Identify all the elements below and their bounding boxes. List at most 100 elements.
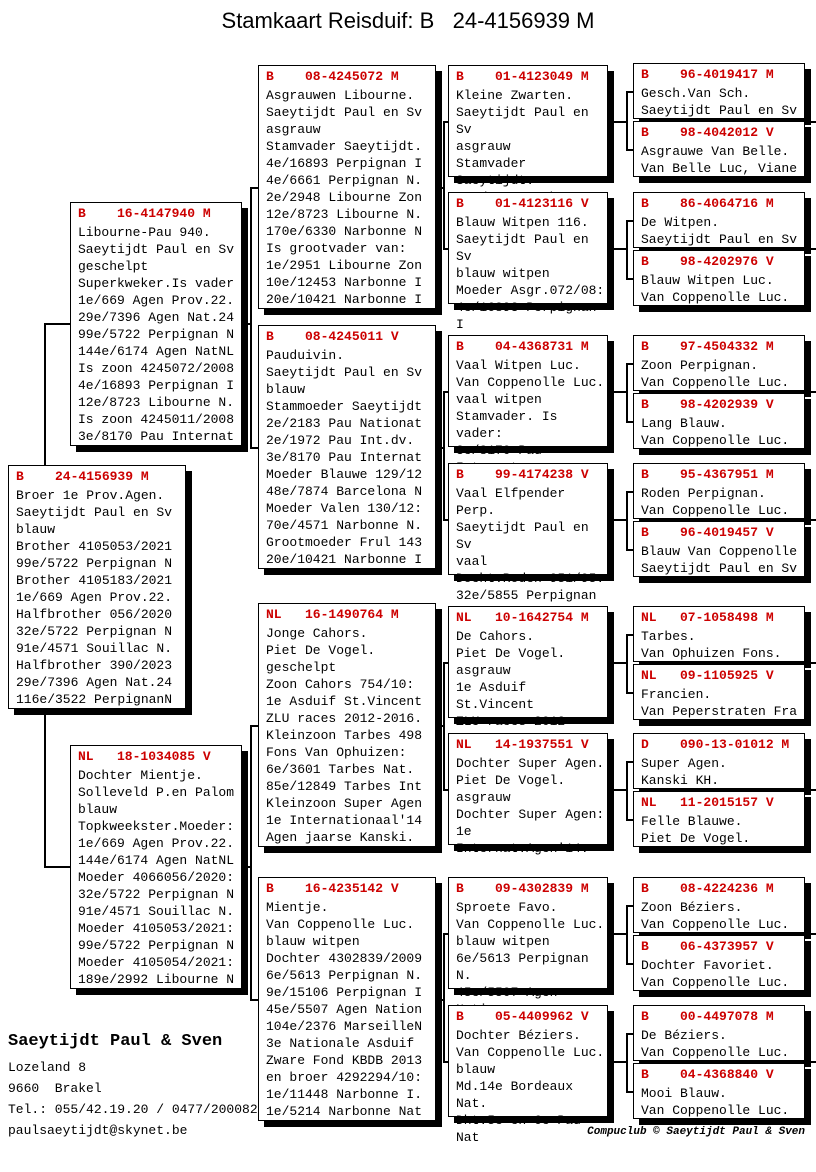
ring-number: B 04-4368840 V: [641, 1067, 774, 1082]
page-title: Stamkaart Reisduif: B 24-4156939 M: [221, 8, 595, 33]
connector-line: [608, 662, 628, 664]
connector-line: [626, 491, 628, 551]
ring-number: NL 07-1058498 M: [641, 610, 774, 625]
connector-line: [805, 248, 816, 250]
pedigree-box-father: B 16-4147940 M Libourne-Pau 940. Saeytij…: [70, 202, 242, 446]
connector-line: [805, 519, 816, 521]
footer-credit: Compuclub © Saeytijdt Paul & Sven: [587, 1126, 805, 1138]
ring-number: B 86-4064716 M: [641, 196, 774, 211]
pedigree-box-subject: B 24-4156939 M Broer 1e Prov.Agen. Saeyt…: [8, 465, 186, 709]
connector-line: [608, 933, 628, 935]
ring-number: NL 10-1642754 M: [456, 610, 589, 625]
ring-number: B 99-4174238 V: [456, 467, 589, 482]
connector-line: [250, 447, 258, 449]
ring-number: B 05-4409962 V: [456, 1009, 589, 1024]
pedigree-box-gggp-6: B 98-4202939 V Lang Blauw. Van Coppenoll…: [633, 393, 805, 449]
connector-line: [250, 725, 252, 1001]
connector-line: [242, 323, 252, 325]
pedigree-text: Super Agen. Kanski KH.: [641, 756, 727, 788]
connector-line: [443, 662, 445, 791]
connector-line: [626, 91, 633, 93]
pedigree-box-gggp-2: B 98-4042012 V Asgrauwe Van Belle. Van B…: [633, 121, 805, 177]
connector-line: [250, 999, 258, 1001]
connector-line: [805, 121, 816, 123]
connector-line: [626, 363, 633, 365]
pedigree-text: Dochter Super Agen. Piet De Vogel. asgra…: [456, 756, 605, 856]
pedigree-box-gggp-4: B 98-4202976 V Blauw Witpen Luc. Van Cop…: [633, 250, 805, 306]
pedigree-box-ggp-1: B 01-4123049 M Kleine Zwarten. Saeytijdt…: [448, 65, 608, 222]
connector-line: [436, 725, 445, 727]
ring-number: D 090-13-01012 M: [641, 737, 790, 752]
ring-number: B 97-4504332 M: [641, 339, 774, 354]
pedigree-text: Lang Blauw. Van Coppenolle Luc.: [641, 416, 790, 448]
connector-line: [626, 761, 628, 821]
connector-line: [443, 391, 448, 393]
connector-line: [626, 1033, 633, 1035]
connector-line: [443, 121, 445, 250]
pedigree-text: Sproete Favo. Van Coppenolle Luc. blauw …: [456, 900, 605, 1017]
pedigree-box-gggp-16: B 04-4368840 V Mooi Blauw. Van Coppenoll…: [633, 1063, 805, 1119]
pedigree-text: De Béziers. Van Coppenolle Luc.: [641, 1028, 790, 1060]
pedigree-box-grandparent-3: NL 16-1490764 M Jonge Cahors. Piet De Vo…: [258, 603, 436, 847]
connector-line: [443, 391, 445, 521]
connector-line: [608, 1061, 628, 1063]
ring-number: B 00-4497078 M: [641, 1009, 774, 1024]
pedigree-text: Blauw Witpen 116. Saeytijdt Paul en Sv b…: [456, 215, 605, 332]
ring-number: B 16-4147940 M: [78, 206, 211, 221]
ring-number: B 09-4302839 M: [456, 881, 589, 896]
connector-line: [626, 491, 633, 493]
connector-line: [608, 519, 628, 521]
pedigree-text: Tarbes. Van Ophuizen Fons.: [641, 629, 782, 661]
pedigree-box-ggp-7: B 09-4302839 M Sproete Favo. Van Coppeno…: [448, 877, 608, 1017]
owner-address: Lozeland 8 9660 Brakel Tel.: 055/42.19.2…: [8, 1060, 258, 1138]
connector-line: [242, 866, 252, 868]
pedigree-text: Pauduivin. Saeytijdt Paul en Sv blauw St…: [266, 348, 423, 567]
connector-line: [443, 1061, 448, 1063]
ring-number: B 98-4202939 V: [641, 397, 774, 412]
pedigree-text: Dochter Mientje. Solleveld P.en Palom bl…: [78, 768, 235, 987]
pedigree-box-grandparent-1: B 08-4245072 M Asgrauwen Libourne. Saeyt…: [258, 65, 436, 309]
pedigree-box-gggp-1: B 96-4019417 M Gesch.Van Sch. Saeytijdt …: [633, 63, 805, 119]
connector-line: [626, 91, 628, 151]
pedigree-text: Blauw Witpen Luc. Van Coppenolle Luc.: [641, 273, 790, 305]
ring-number: B 96-4019457 V: [641, 525, 774, 540]
ring-number: NL 14-1937551 V: [456, 737, 589, 752]
connector-line: [44, 323, 46, 467]
connector-line: [436, 187, 445, 189]
pedigree-box-gggp-11: D 090-13-01012 M Super Agen. Kanski KH.: [633, 733, 805, 789]
connector-line: [626, 963, 633, 965]
pedigree-box-gggp-3: B 86-4064716 M De Witpen. Saeytijdt Paul…: [633, 192, 805, 248]
pedigree-text: Dochter Béziers. Van Coppenolle Luc. bla…: [456, 1028, 605, 1145]
connector-line: [626, 634, 633, 636]
pedigree-box-gggp-14: B 06-4373957 V Dochter Favoriet. Van Cop…: [633, 935, 805, 991]
pedigree-box-grandparent-2: B 08-4245011 V Pauduivin. Saeytijdt Paul…: [258, 325, 436, 569]
ring-number: NL 16-1490764 M: [266, 607, 399, 622]
connector-line: [805, 933, 816, 935]
pedigree-text: Zoon Béziers. Van Coppenolle Luc.: [641, 900, 790, 932]
ring-number: B 04-4368731 M: [456, 339, 589, 354]
connector-line: [626, 549, 633, 551]
ring-number: B 01-4123116 V: [456, 196, 589, 211]
connector-line: [250, 187, 252, 449]
pedigree-text: Zoon Perpignan. Van Coppenolle Luc.: [641, 358, 790, 390]
pedigree-box-gggp-7: B 95-4367951 M Roden Perpignan. Van Copp…: [633, 463, 805, 519]
connector-line: [805, 662, 816, 664]
connector-line: [436, 447, 445, 449]
connector-line: [626, 1033, 628, 1093]
connector-line: [805, 391, 816, 393]
pedigree-text: Dochter Favoriet. Van Coppenolle Luc.: [641, 958, 790, 990]
pedigree-box-ggp-5: NL 10-1642754 M De Cahors. Piet De Vogel…: [448, 606, 608, 746]
connector-line: [443, 519, 448, 521]
connector-line: [626, 692, 633, 694]
pedigree-box-ggp-4: B 99-4174238 V Vaal Elfpender Perp. Saey…: [448, 463, 608, 620]
connector-line: [608, 248, 628, 250]
pedigree-box-gggp-9: NL 07-1058498 M Tarbes. Van Ophuizen Fon…: [633, 606, 805, 662]
connector-line: [626, 819, 633, 821]
ring-number: B 08-4245072 M: [266, 69, 399, 84]
connector-line: [626, 220, 628, 280]
ring-number: NL 18-1034085 V: [78, 749, 211, 764]
pedigree-text: Jonge Cahors. Piet De Vogel. geschelpt Z…: [266, 626, 423, 845]
ring-number: B 24-4156939 M: [16, 469, 149, 484]
connector-line: [626, 905, 628, 965]
